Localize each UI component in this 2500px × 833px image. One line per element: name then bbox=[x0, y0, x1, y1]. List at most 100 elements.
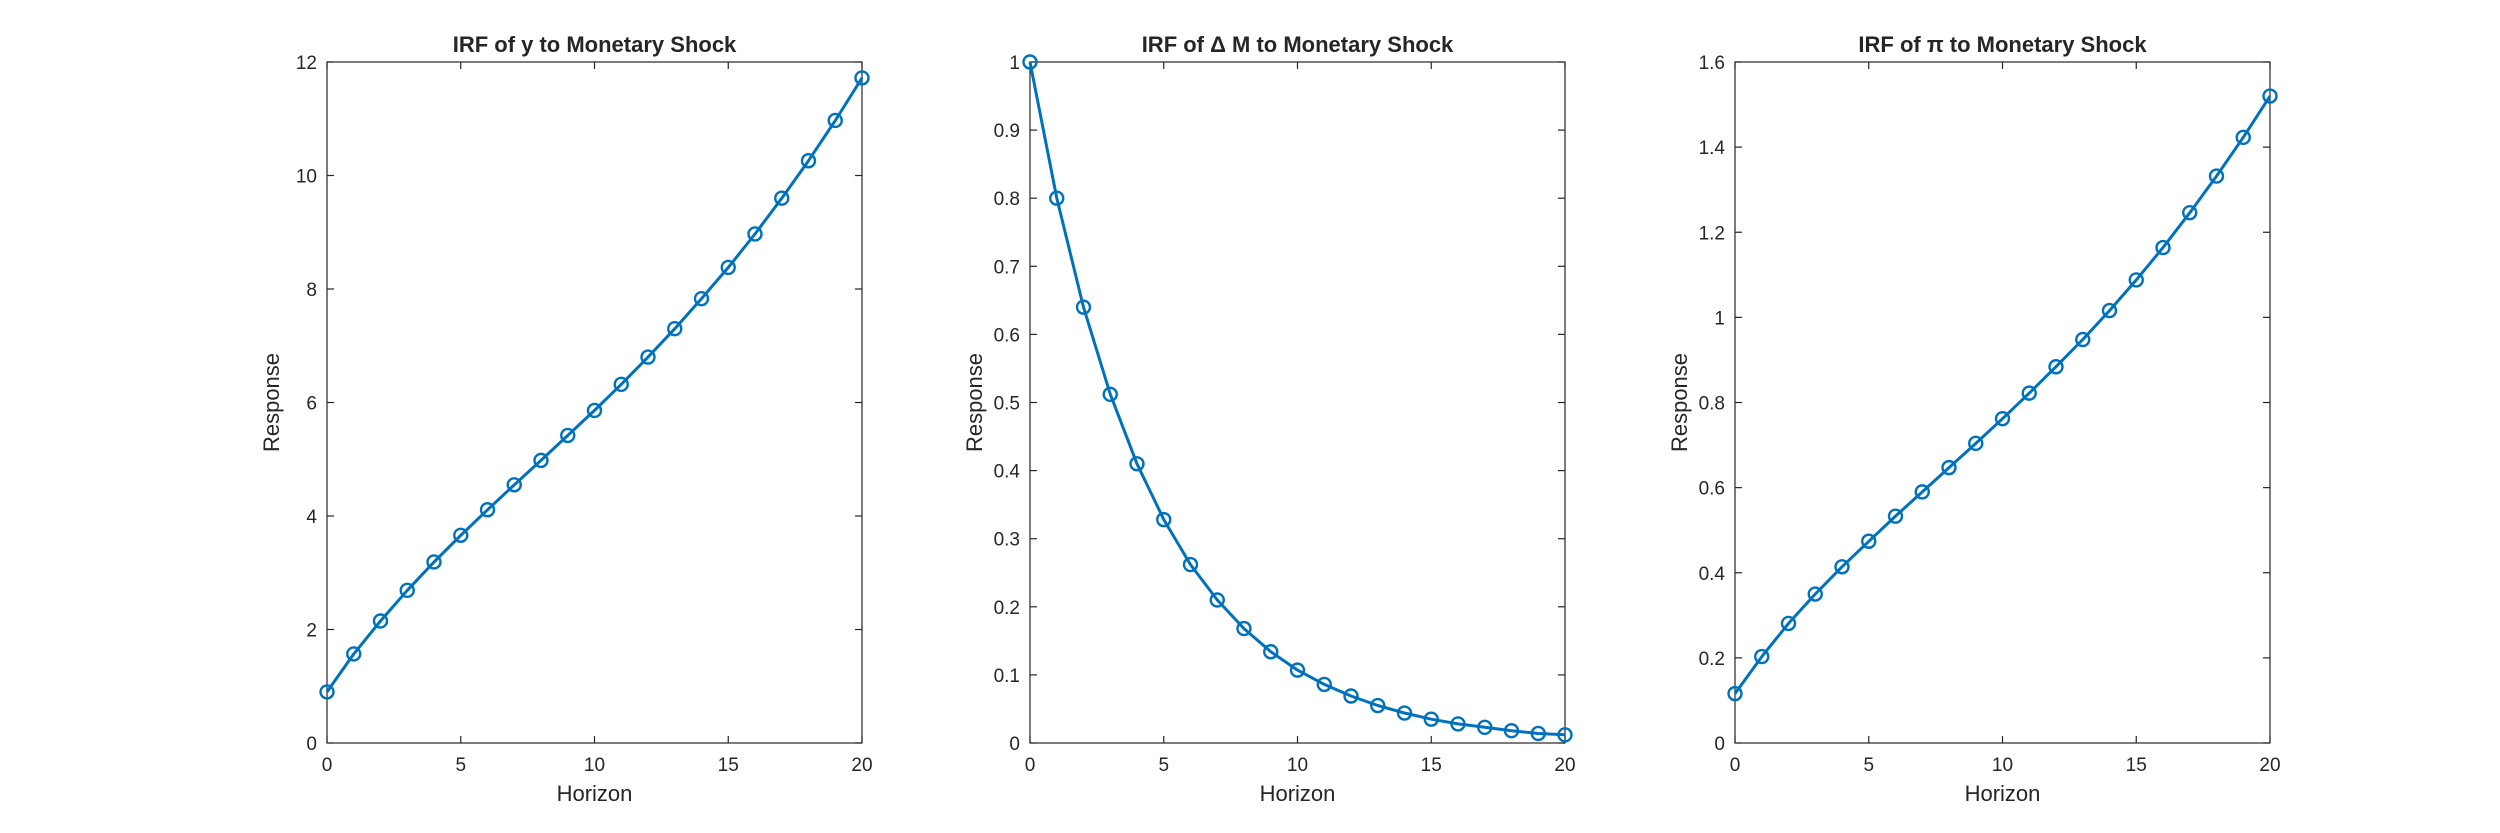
x-tick-label: 0 bbox=[1730, 755, 1741, 776]
data-point-marker bbox=[640, 349, 656, 365]
data-point-marker bbox=[613, 376, 629, 393]
data-point-marker bbox=[1994, 410, 2011, 427]
x-axis-label: Horizon bbox=[1260, 781, 1336, 806]
x-tick-label: 20 bbox=[1554, 755, 1575, 776]
x-tick-label: 10 bbox=[1992, 755, 2013, 776]
chart-title: IRF of π to Monetary Shock bbox=[1858, 32, 2147, 57]
data-point-marker bbox=[774, 190, 790, 206]
x-tick-label: 20 bbox=[2259, 755, 2280, 776]
data-point-marker bbox=[533, 452, 549, 469]
data-point-marker bbox=[1780, 615, 1797, 632]
data-point-marker bbox=[1343, 688, 1359, 704]
data-point-marker bbox=[854, 70, 870, 86]
data-point-marker bbox=[506, 477, 522, 493]
y-tick-label: 0.7 bbox=[994, 257, 1020, 278]
y-tick-label: 0.3 bbox=[994, 530, 1020, 551]
data-point-marker bbox=[1861, 533, 1877, 549]
data-point-marker bbox=[2101, 302, 2118, 319]
y-tick-label: 8 bbox=[306, 280, 317, 301]
x-tick-label: 10 bbox=[1287, 755, 1308, 776]
y-tick-label: 0.8 bbox=[1699, 394, 1725, 415]
chart-title: IRF of Δ M to Monetary Shock bbox=[1142, 32, 1454, 57]
y-tick-label: 0 bbox=[1714, 734, 1725, 755]
data-point-marker bbox=[426, 554, 442, 570]
data-point-marker bbox=[1370, 697, 1386, 714]
y-tick-label: 4 bbox=[306, 507, 317, 528]
data-point-marker bbox=[747, 226, 763, 242]
data-point-marker bbox=[1941, 459, 1957, 476]
data-point-marker bbox=[1727, 685, 1743, 702]
y-tick-label: 0 bbox=[306, 734, 317, 755]
x-tick-label: 0 bbox=[322, 755, 333, 776]
data-point-marker bbox=[560, 427, 576, 444]
data-point-marker bbox=[586, 402, 603, 419]
data-point-marker bbox=[319, 684, 335, 700]
data-point-marker bbox=[2262, 88, 2278, 104]
y-axis-label: Response bbox=[259, 353, 284, 452]
y-axis-label: Response bbox=[962, 353, 987, 452]
data-point-marker bbox=[1209, 592, 1225, 608]
data-point-marker bbox=[1503, 723, 1520, 739]
y-axis-label: Response bbox=[1667, 353, 1692, 452]
data-point-marker bbox=[1316, 676, 1332, 693]
data-point-marker bbox=[1477, 719, 1493, 736]
series-line bbox=[325, 77, 864, 693]
data-point-marker bbox=[1396, 705, 1413, 721]
data-point-marker bbox=[1236, 620, 1252, 637]
y-tick-label: 0.9 bbox=[994, 121, 1020, 142]
y-tick-label: 0.6 bbox=[994, 325, 1020, 346]
data-point-marker bbox=[1263, 644, 1279, 660]
x-axis-label: Horizon bbox=[1965, 781, 2041, 806]
data-point-marker bbox=[479, 502, 496, 518]
x-tick-label: 15 bbox=[1421, 755, 1442, 776]
data-point-marker bbox=[1156, 511, 1172, 528]
y-tick-label: 1 bbox=[1009, 53, 1020, 74]
data-point-marker bbox=[1129, 456, 1145, 472]
data-point-marker bbox=[800, 153, 817, 169]
data-point-marker bbox=[2208, 168, 2225, 184]
data-point-marker bbox=[1887, 508, 1904, 524]
data-point-marker bbox=[2182, 204, 2198, 221]
data-point-marker bbox=[1557, 727, 1573, 743]
data-point-marker bbox=[1450, 716, 1466, 732]
data-point-marker bbox=[1968, 435, 1984, 452]
data-point-marker bbox=[453, 527, 469, 543]
data-point-marker bbox=[827, 112, 843, 129]
plot-area bbox=[1029, 61, 1566, 744]
y-tick-label: 6 bbox=[306, 394, 317, 415]
x-tick-label: 20 bbox=[851, 755, 872, 776]
y-tick-label: 0.8 bbox=[994, 189, 1020, 210]
data-point-marker bbox=[2235, 129, 2251, 146]
x-tick-label: 0 bbox=[1025, 755, 1036, 776]
y-tick-label: 1.2 bbox=[1699, 223, 1725, 244]
x-axis-label: Horizon bbox=[557, 781, 633, 806]
data-point-marker bbox=[1530, 725, 1546, 742]
data-point-marker bbox=[1423, 711, 1439, 727]
x-tick-label: 5 bbox=[455, 755, 466, 776]
y-tick-label: 1.6 bbox=[1699, 53, 1725, 74]
plot-area bbox=[326, 61, 863, 744]
data-point-marker bbox=[720, 259, 736, 276]
data-point-marker bbox=[1049, 190, 1065, 206]
data-point-marker bbox=[346, 646, 362, 662]
x-tick-label: 5 bbox=[1863, 755, 1874, 776]
x-tick-label: 15 bbox=[718, 755, 739, 776]
subplot-2: 0 5 10 15 20 0 0.1 0.2 0.3 0.4 0.5 0.6 0.7 0.8 0.9 1 IRF… bbox=[962, 32, 1576, 806]
series-line bbox=[1733, 95, 2272, 695]
subplot-3: 0 5 10 15 20 0 0.2 0.4 0.6 0.8 1 1.2 1.4 1.6 IRF of π … bbox=[1667, 32, 2281, 806]
y-tick-label: 0.5 bbox=[994, 394, 1020, 415]
data-point-marker bbox=[2021, 385, 2037, 401]
data-point-marker bbox=[1022, 54, 1038, 70]
y-tick-label: 1.4 bbox=[1699, 138, 1726, 159]
chart-title: IRF of y to Monetary Shock bbox=[453, 32, 737, 57]
x-tick-label: 15 bbox=[2126, 755, 2147, 776]
data-point-marker bbox=[1182, 556, 1199, 573]
y-tick-label: 0.2 bbox=[994, 598, 1020, 619]
plot-area bbox=[1734, 61, 2271, 744]
data-point-marker bbox=[372, 613, 389, 629]
data-point-marker bbox=[1102, 386, 1118, 403]
y-tick-label: 2 bbox=[306, 621, 317, 642]
y-tick-label: 0.6 bbox=[1699, 479, 1725, 500]
y-tick-label: 0.4 bbox=[1699, 564, 1726, 585]
